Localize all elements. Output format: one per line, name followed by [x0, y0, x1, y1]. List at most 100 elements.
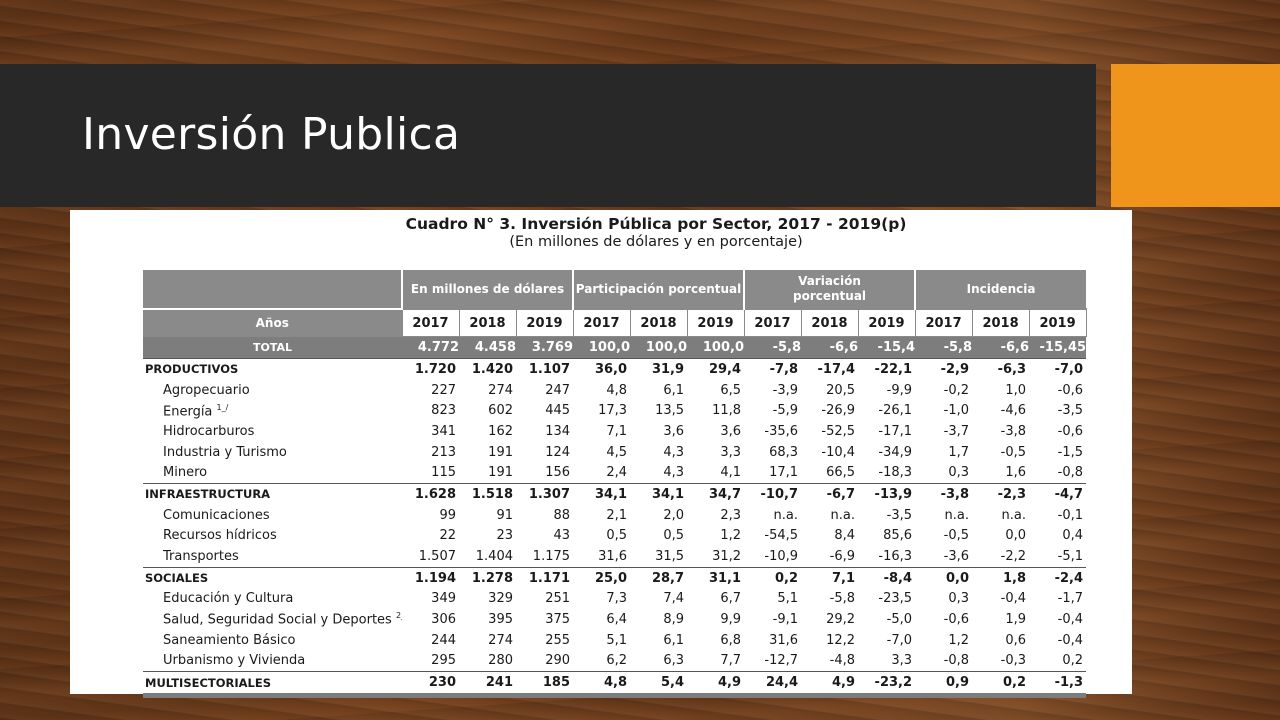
cell: -23,5	[878, 591, 913, 607]
cell: 7,4	[663, 591, 685, 607]
header-blank	[143, 270, 403, 309]
cell: -23,2	[858, 671, 916, 698]
year-header: 2017	[401, 308, 460, 337]
row-label-text: Agropecuario	[163, 382, 250, 398]
year-header: 2019	[1028, 308, 1087, 337]
cell: 34,1	[573, 483, 631, 505]
cell: -9,1	[772, 612, 799, 628]
cell: 6,3	[663, 653, 685, 669]
cell: 1.720	[402, 357, 459, 380]
cell: -0,6	[1057, 423, 1084, 439]
cell: 395	[488, 612, 513, 628]
cell: 31,2	[712, 549, 742, 565]
cell: 66,5	[826, 465, 856, 481]
footnote-marker: 1_/	[216, 402, 229, 412]
cell: 0,6	[1005, 632, 1027, 648]
cell: 306	[431, 612, 456, 628]
cell: 602	[488, 403, 513, 419]
cell: 3,6	[663, 423, 685, 439]
cell: 230	[402, 671, 459, 698]
year-header: 2017	[743, 308, 802, 337]
section-row: INFRAESTRUCTURA 1.628 1.518 1.307 34,1 34,1 34…	[143, 483, 1087, 505]
row-label: Comunicaciones	[143, 505, 402, 526]
year-header: 2019	[857, 308, 916, 337]
cell: n.a.	[944, 507, 970, 523]
cell: -26,9	[821, 403, 856, 419]
cell: -10,7	[744, 483, 802, 505]
cell: -17,1	[878, 423, 913, 439]
cell: 247	[545, 382, 571, 398]
cell: 3,6	[720, 423, 742, 439]
cell: 68,3	[769, 444, 799, 460]
table-row: Agropecuario 227 274 247 4,8 6,1 6,5 -3,9 20,5 -9…	[143, 380, 1086, 401]
cell: 43	[553, 528, 571, 544]
cell: 4.772	[402, 336, 459, 359]
cell: -0,4	[1000, 591, 1027, 607]
cell: 2,0	[663, 507, 685, 523]
cell: 2,1	[606, 507, 628, 523]
cell: 4,1	[720, 465, 742, 481]
cell: -1,0	[943, 403, 970, 419]
cell: 13,5	[655, 403, 685, 419]
cell: 17,3	[598, 403, 628, 419]
table-row: Industria y Turismo 213 191 124 4,5 4,3 3,3 68,…	[143, 442, 1086, 463]
row-label-text: Urbanismo y Vivienda	[163, 653, 306, 669]
cell: 7,1	[606, 423, 628, 439]
cell: 23	[496, 528, 513, 544]
cell: 22	[439, 528, 456, 544]
cell: -5,9	[772, 403, 799, 419]
cell: 100,0	[630, 336, 688, 359]
cell: 2,3	[720, 507, 742, 523]
cell: -16,3	[878, 549, 913, 565]
cell: -3,8	[1000, 423, 1027, 439]
cell: 31,9	[630, 357, 688, 380]
cell: -3,8	[915, 483, 973, 505]
cell: 1,9	[1005, 612, 1027, 628]
row-label: PRODUCTIVOS	[143, 357, 402, 380]
cell: -0,6	[943, 612, 970, 628]
cell: n.a.	[830, 507, 856, 523]
row-label: Hidrocarburos	[143, 421, 402, 442]
cell: 6,1	[663, 382, 685, 398]
table-row: Hidrocarburos 341 162 134 7,1 3,6 3,6 -35,6 -52,…	[143, 421, 1086, 442]
cell: -2,9	[915, 357, 973, 380]
cell: -17,4	[801, 357, 859, 380]
cell: -4,7	[1029, 483, 1087, 505]
cell: -0,2	[943, 382, 970, 398]
cell: 24,4	[744, 671, 802, 698]
row-header-years: Años	[143, 308, 402, 337]
cell: -1,3	[1029, 671, 1087, 698]
cell: 1.628	[402, 483, 459, 505]
cell: 28,7	[630, 566, 688, 589]
cell: -7,0	[1029, 357, 1087, 380]
cell: 20,5	[826, 382, 856, 398]
cell: 162	[488, 423, 513, 439]
cell: 1.518	[459, 483, 516, 505]
cell: -5,1	[1057, 549, 1084, 565]
year-header: 2017	[572, 308, 631, 337]
cell: 8,4	[834, 528, 856, 544]
row-label-text: SOCIALES	[145, 571, 209, 586]
cell: 445	[545, 403, 571, 419]
cell: -0,8	[943, 653, 970, 669]
cell: 375	[545, 612, 571, 628]
cell: -6,9	[829, 549, 856, 565]
cell: 29,2	[826, 612, 856, 628]
year-header: 2018	[971, 308, 1030, 337]
cell: 1,7	[948, 444, 970, 460]
cell: 1.507	[418, 549, 456, 565]
row-label-text: Hidrocarburos	[163, 423, 255, 439]
row-label-text: Salud, Seguridad Social y Deportes	[163, 612, 392, 628]
cell: n.a.	[773, 507, 799, 523]
title-bar	[0, 64, 1096, 207]
cell: 4,3	[663, 444, 685, 460]
year-header: 2018	[800, 308, 859, 337]
cell: -3,5	[886, 507, 913, 523]
cell: 124	[545, 444, 571, 460]
table-row: Educación y Cultura 349 329 251 7,3 7,4 6,7 5,1…	[143, 589, 1086, 610]
cell: -0,1	[1057, 507, 1084, 523]
group-header-share: Participación porcentual	[573, 270, 746, 309]
cell: -5,8	[829, 591, 856, 607]
cell: -6,3	[972, 357, 1030, 380]
cell: 0,3	[948, 591, 970, 607]
